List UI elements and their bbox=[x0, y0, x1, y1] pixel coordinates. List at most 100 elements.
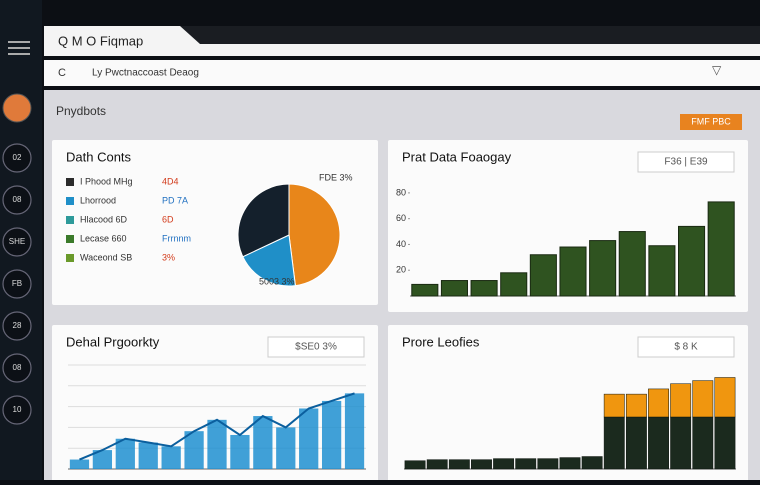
bar-segment bbox=[625, 416, 647, 470]
sidebar-button[interactable] bbox=[2, 311, 32, 341]
bar-segment bbox=[493, 458, 515, 470]
sidebar-label[interactable]: 02 bbox=[13, 153, 22, 162]
bar bbox=[470, 280, 498, 297]
panel-title: Dehal Prgoorkty bbox=[66, 334, 160, 349]
bar-segment bbox=[670, 416, 692, 470]
legend-swatch bbox=[66, 235, 74, 243]
window-title: Q M O Fiqmap bbox=[58, 33, 143, 48]
bar bbox=[321, 400, 342, 469]
bar bbox=[707, 201, 735, 297]
bar bbox=[253, 416, 273, 469]
sidebar-label[interactable]: 10 bbox=[13, 405, 22, 414]
bar bbox=[559, 246, 587, 297]
y-tick-label: 20 bbox=[396, 265, 406, 275]
bar-segment bbox=[581, 456, 603, 470]
bar bbox=[161, 446, 181, 469]
tab-strip bbox=[180, 26, 760, 44]
pie-annotation: 5003 3% bbox=[259, 276, 295, 286]
address-bar bbox=[44, 60, 760, 86]
pie-slice bbox=[237, 183, 290, 258]
sidebar-button[interactable] bbox=[2, 227, 32, 257]
bar-segment bbox=[426, 459, 448, 470]
bar bbox=[440, 280, 468, 297]
legend-label: Hlacood 6D bbox=[80, 214, 128, 224]
sidebar-label[interactable]: FB bbox=[12, 279, 22, 288]
bar bbox=[411, 283, 439, 297]
sidebar-label[interactable]: SHE bbox=[9, 237, 25, 246]
sidebar-button[interactable] bbox=[2, 395, 32, 425]
menu-icon[interactable] bbox=[8, 41, 30, 55]
sidebar-button[interactable] bbox=[2, 185, 32, 215]
pie-slice bbox=[288, 183, 341, 287]
sidebar-button[interactable] bbox=[2, 269, 32, 299]
bar-segment bbox=[559, 457, 581, 470]
badge[interactable] bbox=[637, 151, 735, 173]
bar bbox=[344, 393, 365, 469]
bar bbox=[207, 419, 227, 469]
back-icon[interactable]: C bbox=[58, 67, 66, 79]
bar-segment bbox=[603, 393, 625, 418]
bar bbox=[138, 442, 158, 469]
bar-segment bbox=[625, 393, 647, 418]
bar-segment bbox=[515, 458, 537, 470]
address[interactable]: Ly Pwctnaccoast Deaog bbox=[92, 68, 199, 79]
legend-swatch bbox=[66, 178, 74, 186]
avatar[interactable] bbox=[2, 93, 32, 123]
legend-label: Lecase 660 bbox=[80, 233, 127, 243]
badge-label[interactable]: F36 | E39 bbox=[664, 157, 708, 168]
legend-value: Frrnnm bbox=[162, 233, 191, 243]
legend-value: 4D4 bbox=[162, 176, 179, 186]
bar-segment bbox=[404, 460, 426, 470]
pie-annotation: FDE 3% bbox=[319, 172, 353, 182]
y-tick-label: 60 bbox=[396, 213, 406, 223]
bar bbox=[92, 450, 113, 469]
bar bbox=[184, 431, 204, 469]
action-button[interactable] bbox=[680, 114, 742, 130]
bar bbox=[276, 427, 296, 469]
bar bbox=[115, 438, 135, 469]
badge-label[interactable]: $SE0 3% bbox=[295, 342, 337, 353]
bar-segment bbox=[603, 416, 625, 470]
bar bbox=[678, 225, 706, 297]
panel-title: Prore Leofies bbox=[402, 334, 480, 349]
bar-segment bbox=[692, 416, 714, 470]
badge[interactable] bbox=[267, 336, 365, 358]
panel-title: Prat Data Foaogay bbox=[402, 149, 512, 164]
bar-segment bbox=[537, 458, 559, 470]
pie-slice bbox=[242, 234, 296, 287]
bar-segment bbox=[670, 383, 692, 418]
page-heading: Pnydbots bbox=[56, 104, 106, 118]
y-tick-label: 40 bbox=[396, 239, 406, 249]
trend-line bbox=[79, 392, 355, 461]
legend-swatch bbox=[66, 254, 74, 262]
sidebar-button[interactable] bbox=[2, 353, 32, 383]
panel-title: Dath Conts bbox=[66, 149, 132, 164]
legend-value: 6D bbox=[162, 214, 174, 224]
badge-label[interactable]: $ 8 K bbox=[674, 342, 698, 353]
bar bbox=[500, 272, 528, 297]
bar bbox=[618, 231, 646, 297]
toolbar-icon[interactable]: ▽ bbox=[712, 63, 722, 77]
sidebar-button[interactable] bbox=[2, 143, 32, 173]
bar-segment bbox=[471, 459, 492, 470]
bar bbox=[589, 240, 617, 297]
bar-segment bbox=[714, 416, 736, 470]
legend-swatch bbox=[66, 197, 74, 205]
sidebar-label[interactable]: 28 bbox=[13, 321, 22, 330]
action-button-label[interactable]: FMF PBC bbox=[691, 116, 731, 126]
bar-segment bbox=[648, 416, 669, 470]
bar-segment bbox=[714, 377, 736, 418]
badge[interactable] bbox=[637, 336, 735, 358]
sidebar-label[interactable]: 08 bbox=[13, 363, 22, 372]
sidebar-label[interactable]: 08 bbox=[13, 195, 22, 204]
bar bbox=[648, 245, 676, 297]
legend-swatch bbox=[66, 216, 74, 224]
bar bbox=[299, 408, 319, 469]
bar-segment bbox=[692, 380, 714, 418]
y-tick-label: 80 bbox=[396, 187, 406, 197]
bar-segment bbox=[648, 388, 669, 418]
bar bbox=[529, 254, 557, 297]
legend-value: 3% bbox=[162, 252, 175, 262]
